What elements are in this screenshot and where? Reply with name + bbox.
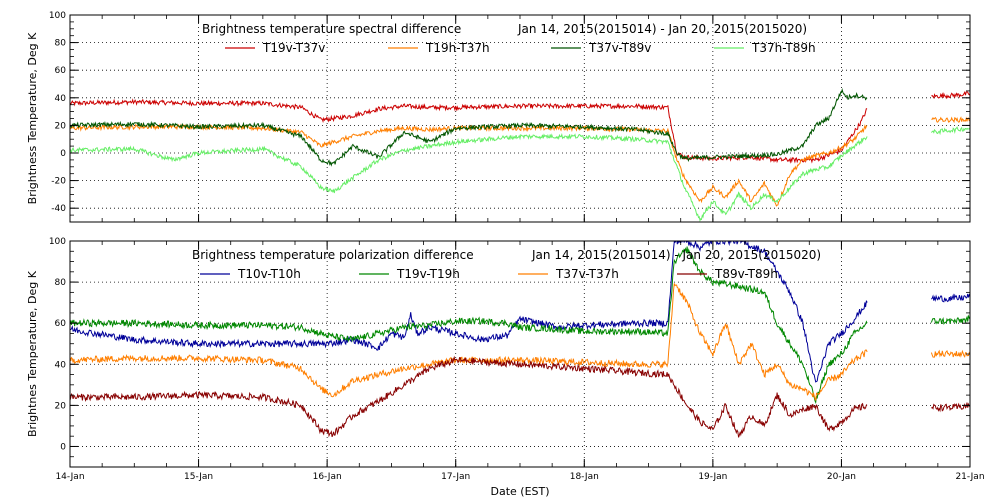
series-t37h-t89h — [70, 126, 970, 222]
x-tick-label: 15-Jan — [184, 472, 213, 482]
y-tick-label: 80 — [55, 278, 67, 288]
series-line — [70, 246, 868, 405]
plot-frame — [69, 240, 971, 468]
y-tick-label: -20 — [51, 177, 66, 187]
series-line — [931, 90, 970, 100]
y-axis-title: Brightness Temperature, Deg K — [26, 32, 39, 204]
series-line — [931, 402, 970, 413]
panel-date-range: Jan 14, 2015(2015014) - Jan 20, 2015(201… — [517, 22, 807, 36]
x-tick-label: 20-Jan — [827, 472, 856, 482]
x-tick-label: 19-Jan — [698, 472, 727, 482]
series-line — [70, 87, 868, 167]
y-tick-label: 0 — [60, 149, 66, 159]
series-line — [70, 98, 868, 164]
series-line — [70, 241, 868, 383]
panel-1: -40 -20 0 20 40 60 80 100 Brightness Temperature… — [26, 11, 971, 223]
panel-date-range: Jan 14, 2015(2015014) - Jan 20, 2015(201… — [531, 248, 821, 262]
series-t10v-t10h — [70, 241, 970, 383]
x-tick-label: 17-Jan — [441, 472, 470, 482]
legend-label: T19v-T37v — [262, 41, 325, 55]
panel-title: Brightness temperature polarization diff… — [192, 248, 474, 262]
legend-label: T37v-T89v — [588, 41, 651, 55]
y-tick-label: 100 — [49, 237, 66, 247]
x-tick-label: 16-Jan — [313, 472, 342, 482]
panel-title: Brightness temperature spectral differen… — [202, 22, 461, 36]
y-tick-label: 60 — [55, 66, 67, 76]
legend-label: T19v-T19h — [396, 267, 460, 281]
x-tick-label: 21-Jan — [955, 472, 984, 482]
legend-label: T19h-T37h — [425, 41, 490, 55]
y-tick-label: 0 — [60, 442, 66, 452]
plot-frame — [69, 14, 971, 223]
legend-label: T37h-T89h — [751, 41, 816, 55]
series-line — [931, 293, 970, 303]
x-tick-label: 18-Jan — [570, 472, 599, 482]
legend-label: T10v-T10h — [237, 267, 301, 281]
legend-label: T89v-T89h — [714, 267, 778, 281]
y-tick-label: 40 — [55, 360, 67, 370]
y-tick-label: 60 — [55, 319, 67, 329]
y-tick-label: -40 — [51, 204, 66, 214]
series-line — [931, 126, 970, 136]
x-axis-title: Date (EST) — [490, 485, 549, 498]
y-tick-label: 100 — [49, 11, 66, 21]
series-line — [70, 132, 868, 222]
series-t19v-t37v — [70, 90, 970, 164]
series-line — [70, 283, 868, 401]
series-t19v-t19h — [70, 246, 970, 405]
panel-2: 0 20 40 60 80 100 14-Jan 15-Jan 16-Jan 17-Jan 18-J… — [26, 237, 985, 498]
x-tick-label: 14-Jan — [55, 472, 84, 482]
series-line — [930, 349, 970, 358]
y-tick-label: 20 — [55, 401, 67, 411]
series-line — [930, 314, 970, 325]
series-t89v-t89h — [70, 355, 970, 438]
series-line — [70, 355, 868, 438]
series-line — [70, 122, 868, 207]
series-t19h-t37h — [70, 116, 970, 207]
y-tick-label: 80 — [55, 39, 67, 49]
y-axis-title: Brightnes Temperature, Deg K — [26, 270, 39, 437]
series-t37v-t89v — [70, 87, 868, 167]
y-tick-label: 20 — [55, 121, 67, 131]
y-tick-label: 40 — [55, 94, 67, 104]
series-line — [931, 116, 970, 124]
legend-label: T37v-T37h — [555, 267, 619, 281]
